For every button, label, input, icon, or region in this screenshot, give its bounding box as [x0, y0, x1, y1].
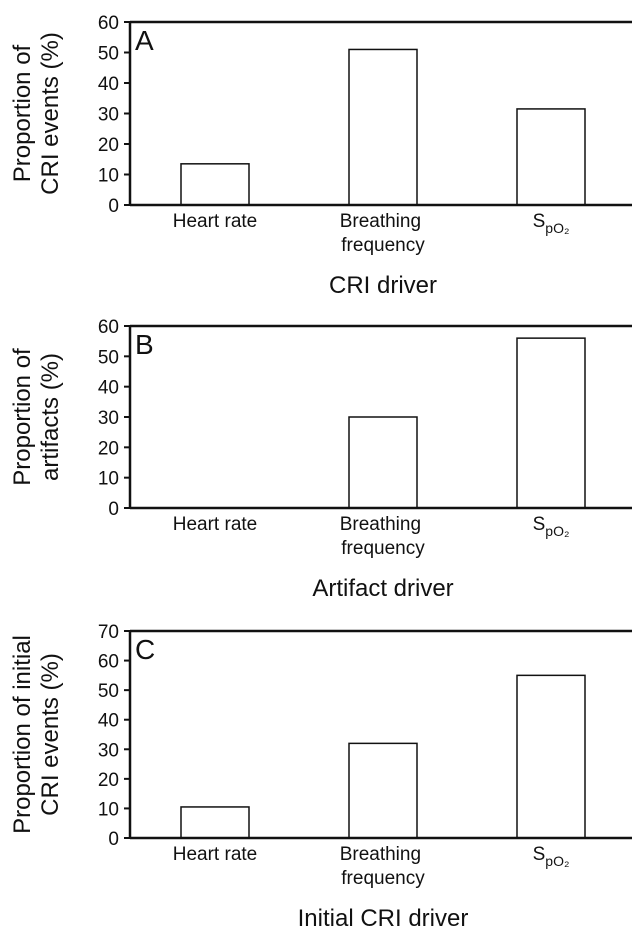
y-axis-label: Proportion of [9, 348, 36, 486]
label-sub: pO₂ [545, 523, 569, 539]
y-tick-label: 30 [98, 105, 119, 126]
label-line: Breathing [340, 844, 427, 865]
y-tick-label: 0 [108, 196, 119, 217]
bar [180, 163, 250, 206]
bar [516, 674, 586, 839]
x-tick-label: Heart rate [173, 211, 257, 232]
label-line: frequency [341, 868, 425, 889]
y-tick-label: 30 [98, 740, 119, 761]
y-tick-label: 10 [98, 469, 119, 490]
x-tick-label: Breathing frequency [340, 211, 427, 256]
y-tick-label: 40 [98, 378, 119, 399]
y-tick-label: 60 [98, 652, 119, 673]
panel-label: C [135, 634, 155, 665]
label-part: S [533, 844, 546, 865]
y-tick-label: 50 [98, 44, 119, 65]
bar [180, 806, 250, 839]
y-tick-label: 20 [98, 438, 119, 459]
label-part: S [533, 514, 546, 535]
y-axis-label: CRI events (%) [37, 653, 64, 816]
bar [348, 48, 418, 206]
y-axis-label: Proportion of initial [9, 635, 36, 834]
label-line: frequency [341, 538, 425, 559]
bar [516, 337, 586, 509]
y-tick-label: 10 [98, 799, 119, 820]
label-sub: pO₂ [545, 220, 569, 236]
y-axis-label: Proportion of [9, 44, 36, 182]
panel-label: A [135, 25, 154, 56]
x-tick-label: Breathing frequency [340, 514, 427, 559]
y-tick-label: 60 [98, 13, 119, 34]
y-tick-label: 10 [98, 166, 119, 187]
x-tick-label: SpO₂ [533, 844, 570, 869]
y-tick-label: 40 [98, 74, 119, 95]
label-sub: pO₂ [545, 853, 569, 869]
bar [516, 108, 586, 206]
panel-label: B [135, 329, 154, 360]
label-part: S [533, 211, 546, 232]
y-tick-label: 50 [98, 681, 119, 702]
label-line: Breathing [340, 211, 427, 232]
y-axis-label: CRI events (%) [37, 32, 64, 195]
x-tick-label: Heart rate [173, 844, 257, 865]
x-tick-label: SpO₂ [533, 211, 570, 236]
y-tick-label: 50 [98, 347, 119, 368]
y-tick-label: 20 [98, 135, 119, 156]
label-line: Breathing [340, 514, 427, 535]
y-tick-label: 0 [108, 499, 119, 520]
bar [348, 742, 418, 839]
label-line: frequency [341, 235, 425, 256]
y-tick-label: 20 [98, 770, 119, 791]
bar [348, 416, 418, 509]
y-tick-label: 40 [98, 711, 119, 732]
x-axis-label: CRI driver [329, 272, 437, 299]
y-tick-label: 60 [98, 317, 119, 338]
y-tick-label: 30 [98, 408, 119, 429]
y-tick-label: 0 [108, 829, 119, 850]
y-axis-label: artifacts (%) [37, 353, 64, 481]
x-tick-label: Heart rate [173, 514, 257, 535]
x-axis-label: Initial CRI driver [298, 905, 469, 928]
x-tick-label: SpO₂ [533, 514, 570, 539]
y-tick-label: 70 [98, 622, 119, 643]
x-axis-label: Artifact driver [312, 575, 453, 602]
x-tick-label: Breathing frequency [340, 844, 427, 889]
